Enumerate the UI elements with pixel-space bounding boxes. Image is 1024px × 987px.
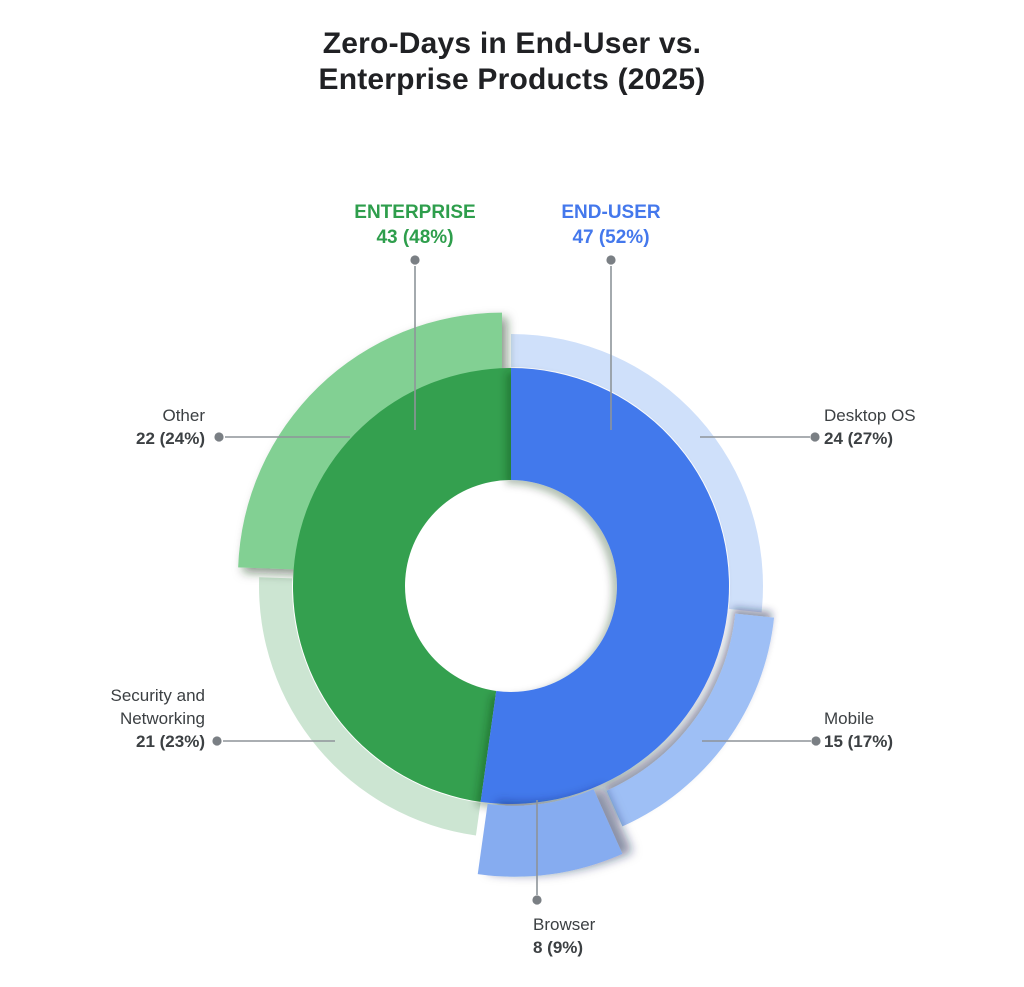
segment-browser [477,788,623,877]
label-mobile: Mobile 15 (17%) [824,707,1014,753]
label-browser-value: 8 (9%) [533,938,584,957]
label-security-and-networking-name: Security and Networking [110,686,206,728]
segment-other [238,312,502,570]
label-other-name: Other [162,406,205,425]
leader-dot-other [214,432,224,442]
segment-mobile [606,613,775,827]
legend-end-user: END-USER 47 (52%) [511,200,711,250]
chart-title-line1: Zero-Days in End-User vs. [322,27,702,60]
leader-lines [212,255,821,905]
chart-title-line2: Enterprise Products (2025) [318,63,706,96]
leader-dot-end-user [606,255,616,265]
legend-enterprise: ENTERPRISE 43 (48%) [315,200,515,250]
leader-dot-browser [532,895,542,905]
label-security-and-networking: Security and Networking 21 (23%) [85,684,206,753]
leader-dot-desktop-os [810,432,820,442]
leader-dot-enterprise [410,255,420,265]
chart-title: Zero-Days in End-User vs. Enterprise Pro… [0,26,1024,98]
label-mobile-name: Mobile [824,709,875,728]
label-desktop-os-value: 24 (27%) [824,429,893,448]
leader-dot-security-and-networking [212,736,222,746]
label-other-value: 22 (24%) [136,429,205,448]
legend-enterprise-value: 43 (48%) [376,227,454,248]
segment-end-user [480,367,730,805]
label-desktop-os: Desktop OS 24 (27%) [824,404,1014,450]
segment-enterprise [293,368,511,802]
label-browser-name: Browser [533,915,596,934]
label-security-and-networking-value: 21 (23%) [136,732,205,751]
segment-desktop-os [511,334,763,613]
legend-end-user-name: END-USER [561,202,661,223]
label-browser: Browser 8 (9%) [533,913,693,959]
label-desktop-os-name: Desktop OS [824,406,916,425]
leader-dot-mobile [811,736,821,746]
legend-enterprise-name: ENTERPRISE [354,202,476,223]
segment-security-and-networking [259,577,481,836]
label-mobile-value: 15 (17%) [824,732,893,751]
legend-end-user-value: 47 (52%) [572,227,650,248]
donut-segments [238,312,775,877]
label-other: Other 22 (24%) [25,404,205,450]
